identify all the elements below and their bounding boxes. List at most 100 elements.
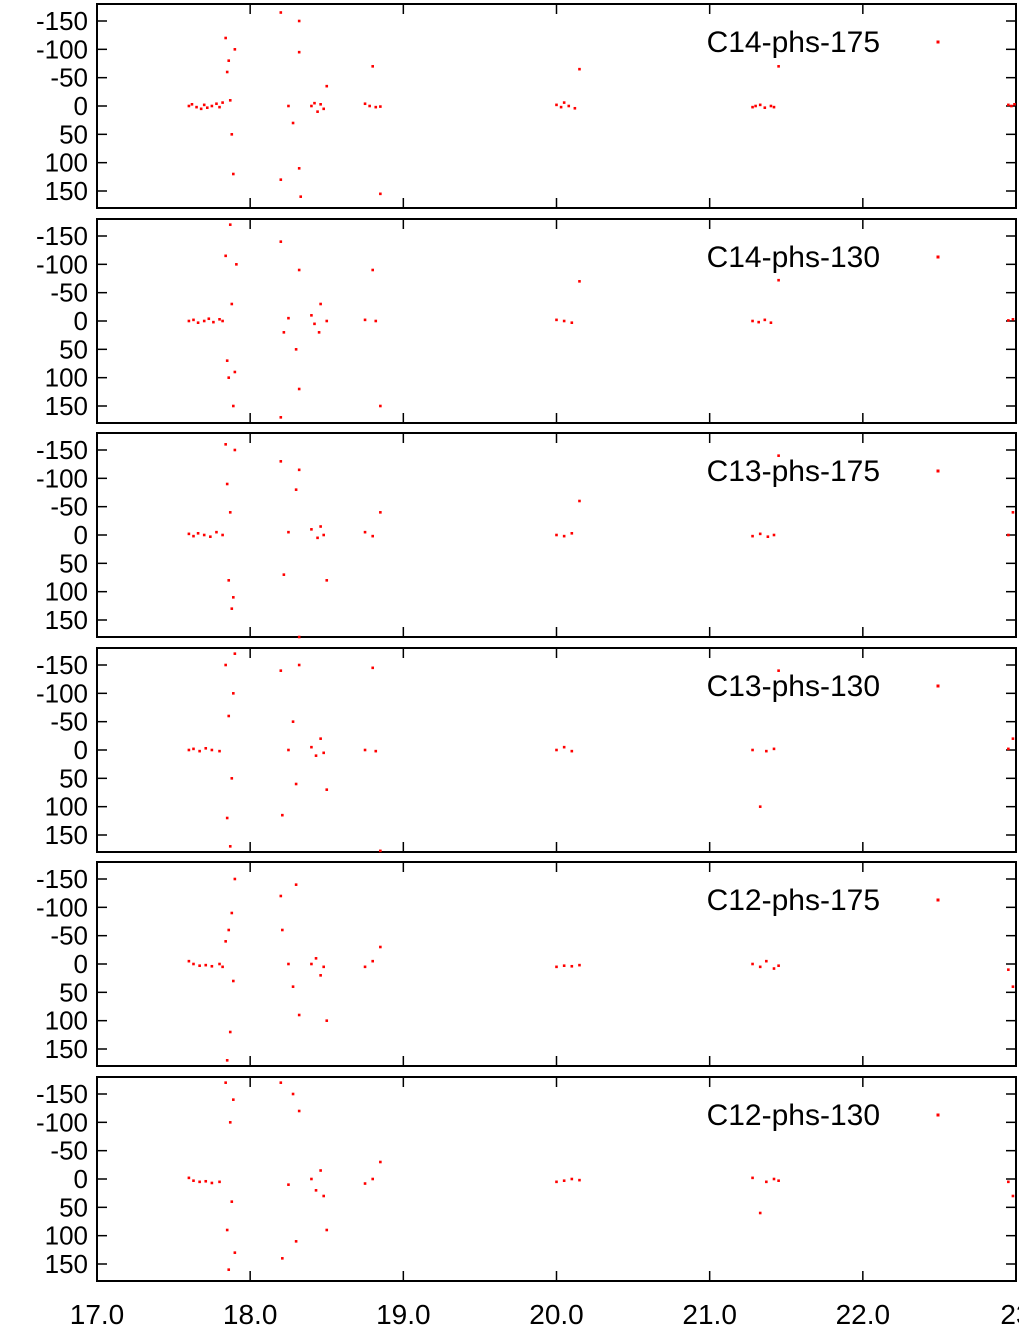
data-point: [317, 331, 321, 334]
data-point: [777, 454, 780, 457]
x-tick-label: 18.0: [223, 1299, 278, 1330]
data-point: [224, 36, 227, 40]
y-tick-label: 100: [45, 148, 88, 178]
data-point: [758, 532, 762, 536]
data-point: [221, 319, 224, 323]
data-point: [233, 652, 237, 655]
data-point: [218, 749, 221, 753]
data-point: [287, 748, 290, 752]
data-point: [371, 1177, 374, 1181]
data-point: [230, 302, 234, 306]
y-tick-label: -100: [36, 678, 88, 708]
data-point: [363, 748, 367, 752]
y-tick-label: 150: [45, 605, 88, 635]
data-point: [279, 240, 283, 243]
data-point: [562, 1179, 566, 1182]
data-point: [325, 579, 329, 582]
data-point: [227, 928, 231, 932]
data-point: [363, 965, 367, 969]
data-point: [325, 84, 329, 88]
data-point: [297, 635, 301, 639]
y-tick-label: -50: [50, 921, 88, 951]
data-point: [202, 319, 206, 323]
data-point: [297, 663, 301, 667]
data-point: [233, 48, 237, 51]
data-point: [570, 749, 574, 753]
data-point: [233, 1251, 237, 1254]
y-tick-label: 0: [74, 949, 88, 979]
x-tick-label: 19.0: [376, 1299, 431, 1330]
data-point: [227, 714, 231, 718]
data-point: [232, 1098, 235, 1101]
data-point: [374, 105, 378, 109]
data-point: [325, 319, 329, 323]
data-point: [192, 534, 195, 538]
data-point: [758, 1211, 762, 1215]
data-point: [218, 105, 221, 109]
data-point: [319, 737, 322, 740]
data-point: [294, 348, 298, 351]
y-tick-label: -150: [36, 864, 88, 894]
data-point: [227, 579, 231, 582]
data-point: [294, 883, 298, 886]
data-point: [297, 468, 301, 472]
data-point: [215, 102, 218, 106]
data-point: [1011, 1194, 1015, 1198]
x-tick-label: 22.0: [836, 1299, 891, 1330]
data-point: [187, 959, 191, 963]
data-point: [1007, 103, 1010, 107]
data-point: [187, 748, 191, 752]
legend-marker: [936, 40, 940, 44]
data-point: [291, 121, 295, 125]
data-point: [299, 195, 303, 198]
legend-label: C14-phs-175: [707, 26, 880, 59]
data-point: [204, 747, 208, 750]
data-point: [225, 816, 229, 820]
data-point: [279, 460, 283, 463]
data-point: [314, 957, 318, 960]
data-point: [224, 1081, 227, 1084]
data-point: [228, 511, 232, 514]
data-point: [316, 536, 319, 540]
data-point: [192, 318, 195, 322]
data-point: [287, 1183, 290, 1186]
data-point: [221, 533, 224, 537]
legend-label: C13-phs-175: [707, 455, 880, 488]
legend-marker: [936, 469, 940, 473]
data-point: [225, 1228, 229, 1232]
data-point: [187, 104, 191, 108]
data-point: [1011, 737, 1015, 740]
data-point: [319, 302, 322, 306]
data-point: [769, 104, 773, 108]
y-tick-label: -150: [36, 6, 88, 36]
data-point: [765, 959, 768, 963]
data-point: [555, 533, 558, 537]
data-point: [578, 67, 581, 71]
data-point: [763, 318, 767, 322]
data-point: [233, 370, 237, 374]
data-point: [291, 720, 295, 723]
data-point: [777, 65, 780, 68]
data-point: [204, 1179, 208, 1183]
y-tick-label: -50: [50, 707, 88, 737]
legend-label: C14-phs-130: [707, 241, 880, 274]
y-tick-label: 100: [45, 1006, 88, 1036]
data-point: [772, 967, 776, 970]
y-tick-label: -150: [36, 1079, 88, 1109]
data-point: [232, 979, 235, 983]
data-point: [559, 105, 563, 109]
data-point: [319, 525, 322, 528]
data-point: [210, 104, 214, 108]
data-point: [310, 745, 313, 749]
data-point: [316, 110, 319, 113]
data-point: [297, 1109, 301, 1113]
data-point: [772, 747, 776, 751]
data-point: [310, 528, 313, 531]
data-point: [279, 894, 283, 898]
data-point: [235, 263, 238, 266]
data-point: [578, 280, 581, 283]
data-point: [777, 278, 780, 282]
x-tick-label: 21.0: [682, 1299, 737, 1330]
